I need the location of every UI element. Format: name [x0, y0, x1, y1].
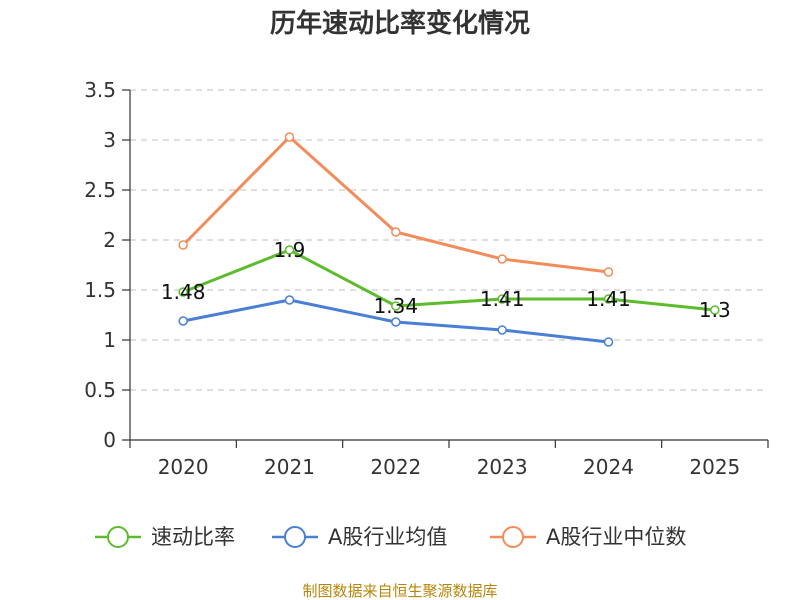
legend-label: A股行业均值 — [328, 525, 447, 549]
data-label: 1.34 — [374, 294, 419, 318]
legend: 速动比率 A股行业均值 A股行业中位数 — [95, 525, 686, 549]
x-tick-label: 2020 — [158, 455, 209, 479]
x-tick-label: 2021 — [264, 455, 315, 479]
legend-item-2[interactable]: A股行业中位数 — [490, 525, 686, 549]
grid-lines — [130, 89, 768, 391]
chart-title: 历年速动比率变化情况 — [270, 8, 530, 39]
x-tick-label: 2025 — [689, 455, 740, 479]
y-tick-label: 3 — [103, 128, 116, 152]
data-point — [178, 240, 188, 250]
data-point — [284, 295, 295, 305]
y-tick-label: 1.5 — [84, 278, 116, 302]
data-point — [497, 294, 507, 304]
data-label: 1.9 — [274, 238, 306, 262]
y-tick-label: 2.5 — [84, 178, 116, 202]
data-point — [391, 317, 401, 327]
legend-marker — [284, 526, 306, 548]
data-point — [284, 245, 295, 255]
data-point — [497, 325, 507, 335]
data-point — [178, 316, 188, 326]
x-tick-label: 2022 — [370, 455, 421, 479]
series-line-2 — [182, 135, 609, 274]
data-label: 1.41 — [480, 287, 525, 311]
legend-item-1[interactable]: A股行业均值 — [272, 525, 447, 549]
data-point — [284, 132, 295, 142]
data-point — [391, 227, 401, 237]
data-label: 1.3 — [699, 298, 731, 322]
data-point — [497, 254, 507, 264]
y-tick-label: 0 — [103, 428, 116, 452]
data-label: 1.41 — [586, 287, 631, 311]
series-line-0 — [182, 248, 715, 312]
data-labels: 1.48 1.9 1.34 1.41 1.41 1.3 — [161, 238, 731, 322]
legend-label: A股行业中位数 — [546, 525, 686, 549]
y-tick-label: 3.5 — [84, 78, 116, 102]
source-note: 制图数据来自恒生聚源数据库 — [302, 582, 497, 600]
y-tick-label: 1 — [103, 328, 116, 352]
y-tick-label: 2 — [103, 228, 116, 252]
series-layer — [178, 132, 720, 347]
legend-marker — [107, 526, 129, 548]
y-tick-label: 0.5 — [84, 378, 116, 402]
data-point — [603, 294, 614, 304]
axes: 0 0.5 1 1.5 2 2.5 3 3.5 2020 2021 2022 2023 2024 2025 — [84, 78, 769, 479]
data-point — [178, 287, 188, 297]
legend-marker — [502, 526, 524, 548]
x-tick-label: 2024 — [583, 455, 634, 479]
data-point — [603, 267, 614, 277]
data-point — [710, 305, 720, 315]
data-label: 1.48 — [161, 280, 206, 304]
data-point — [603, 337, 614, 347]
legend-label: 速动比率 — [151, 525, 235, 549]
data-point — [391, 301, 401, 311]
x-tick-label: 2023 — [477, 455, 528, 479]
legend-item-0[interactable]: 速动比率 — [95, 525, 235, 549]
